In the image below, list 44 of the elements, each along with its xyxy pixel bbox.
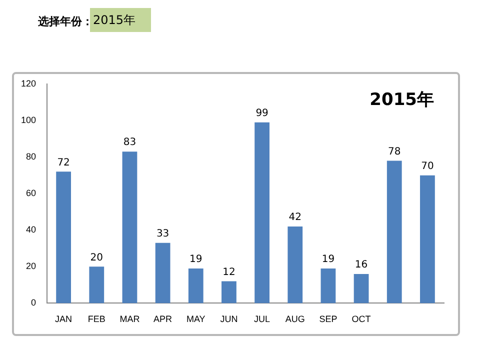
- chart-title: 2015年: [370, 90, 434, 110]
- x-tick-label: JUN: [220, 314, 238, 324]
- bar: [354, 274, 369, 304]
- data-label: 20: [90, 252, 104, 264]
- data-label: 72: [57, 157, 70, 168]
- data-label: 19: [322, 254, 335, 266]
- bar: [56, 172, 71, 304]
- bar: [122, 152, 138, 304]
- x-tick-label: FEB: [88, 314, 106, 324]
- bar: [155, 242, 170, 304]
- text: 选择年份：: [38, 14, 93, 29]
- data-label: 33: [156, 228, 170, 240]
- y-tick-label: 120: [20, 78, 36, 88]
- bar: [254, 122, 270, 304]
- data-label: 70: [421, 160, 434, 172]
- y-tick-label: 0: [31, 298, 36, 308]
- x-tick-label: AUG: [285, 314, 305, 324]
- data-label: 42: [288, 212, 302, 224]
- text: 2015年: [90, 8, 151, 32]
- x-tick-label: APR: [154, 314, 173, 324]
- y-tick-label: 40: [26, 224, 36, 235]
- y-tick-label: 80: [26, 152, 36, 162]
- bar: [386, 160, 402, 304]
- y-tick-label: 100: [20, 115, 36, 126]
- x-tick-label: OCT: [352, 314, 372, 324]
- x-tick-label: JAN: [55, 314, 72, 324]
- y-tick-label: 60: [26, 188, 36, 198]
- x-tick-label: SEP: [319, 314, 338, 324]
- bar: [89, 266, 104, 304]
- bar: [288, 226, 303, 304]
- y-tick-label: 20: [26, 261, 36, 272]
- data-label: 99: [256, 108, 268, 119]
- data-label: 78: [388, 146, 401, 158]
- x-tick-label: MAR: [120, 314, 140, 324]
- bar: [320, 268, 336, 304]
- x-tick-label: JUL: [254, 314, 270, 324]
- bar: [420, 175, 435, 304]
- data-label: 83: [123, 137, 136, 148]
- data-label: 16: [354, 260, 368, 271]
- bar: [222, 281, 236, 304]
- bar: [188, 268, 204, 304]
- data-label: 19: [190, 254, 202, 266]
- data-label: 12: [222, 266, 236, 278]
- x-tick-label: MAY: [186, 314, 206, 324]
